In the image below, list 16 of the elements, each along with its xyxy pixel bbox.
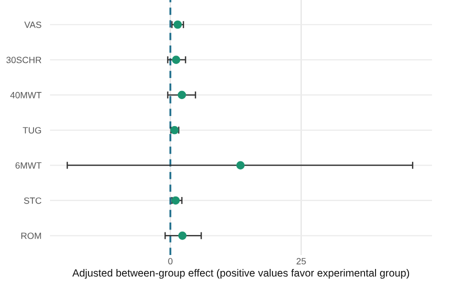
point	[174, 20, 182, 29]
point	[172, 56, 180, 64]
x-axis-title: Adjusted between-group effect (positive values favor experimental group)	[72, 268, 410, 279]
y-tick-label: 6MWT	[16, 162, 42, 169]
point	[171, 196, 180, 205]
point	[178, 231, 187, 240]
y-tick-label: VAS	[24, 22, 42, 28]
y-tick-label: 30SCHR	[6, 56, 42, 64]
x-tick-label: 0	[168, 258, 173, 264]
x-tick-label: 25	[296, 258, 306, 264]
y-tick-label: 40MWT	[10, 92, 42, 98]
y-tick-label: STC	[24, 197, 42, 204]
point	[236, 161, 245, 170]
y-tick-label: TUG	[22, 127, 41, 134]
point	[178, 90, 186, 100]
y-tick-label: ROM	[21, 232, 41, 240]
